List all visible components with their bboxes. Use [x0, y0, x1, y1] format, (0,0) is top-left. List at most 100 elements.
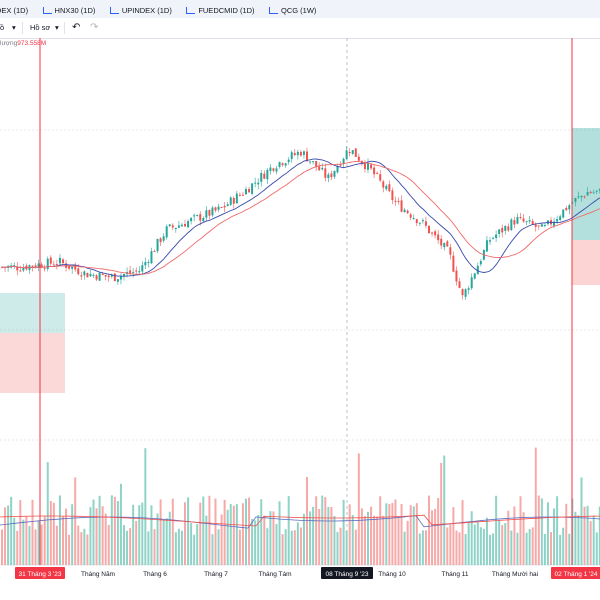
candle-body [464, 289, 467, 297]
volume-bar [324, 497, 327, 565]
date-tag-left-bg [15, 567, 65, 579]
chart-icon [109, 6, 119, 14]
candle-body [406, 210, 409, 214]
candle-body [83, 271, 86, 276]
volume-bar [269, 511, 272, 565]
candle-body [110, 274, 113, 277]
candle-body [52, 264, 55, 266]
time-axis-label: Tháng Tám [258, 571, 291, 578]
tab-hnx30[interactable]: HNX30 (1D) [39, 2, 102, 18]
chevron-down-icon[interactable]: ▾ [55, 23, 59, 32]
volume-bar [290, 530, 293, 565]
volume-bar [318, 509, 321, 565]
candle-body [443, 243, 446, 248]
candle-body [446, 241, 449, 247]
tab-qcg[interactable]: QCG (1W) [265, 2, 322, 18]
volume-bar [229, 504, 232, 565]
chart-icon [186, 6, 196, 14]
volume-bar [540, 498, 543, 565]
candle-body [479, 260, 482, 265]
volume-bar [278, 501, 281, 565]
position-profit-zone[interactable] [0, 293, 65, 333]
candle-body [302, 151, 305, 155]
candle-body [455, 270, 458, 282]
volume-bar [485, 517, 488, 565]
tab-upindex[interactable]: UPINDEX (1D) [106, 2, 178, 18]
volume-bar [86, 534, 89, 565]
candle-body [473, 273, 476, 279]
candle-body [119, 275, 122, 280]
volume-legend: lượng973.558M [0, 40, 46, 47]
candle-body [476, 265, 479, 275]
volume-bar [354, 529, 357, 565]
candle-body [458, 281, 461, 288]
volume-bar [598, 506, 600, 565]
candle-body [339, 164, 342, 166]
undo-icon[interactable]: ↶ [72, 22, 81, 33]
volume-bar [184, 502, 186, 565]
volume-bar [199, 502, 202, 565]
volume-bar [168, 511, 171, 565]
position-loss-zone[interactable] [0, 333, 65, 393]
date-tag-right: 02 Tháng 1 '24 [554, 571, 597, 578]
candle-body [330, 173, 333, 178]
candle-body [40, 264, 43, 268]
profile-button[interactable]: Hồ sơ [30, 23, 51, 32]
candle-body [272, 168, 275, 171]
volume-bar [110, 495, 113, 565]
candle-body [537, 225, 540, 227]
volume-bar [83, 528, 86, 565]
volume-bar [37, 521, 40, 565]
tab-dex[interactable]: DEX (1D) [0, 2, 34, 18]
tab-label: FUEDCMID (1D) [198, 6, 255, 15]
redo-icon[interactable]: ↷ [90, 22, 99, 33]
volume-bar [202, 496, 205, 565]
volume-bar [22, 519, 25, 565]
position-loss-zone[interactable] [572, 240, 600, 285]
candle-body [376, 172, 379, 174]
chevron-down-icon[interactable]: ▾ [12, 23, 16, 32]
candle-body [379, 174, 382, 181]
volume-bar [534, 447, 537, 565]
position-profit-zone[interactable] [572, 128, 600, 240]
volume-bar [345, 530, 348, 565]
tab-fuedcmid[interactable]: FUEDCMID (1D) [182, 2, 260, 18]
volume-bar [562, 527, 565, 565]
volume-bar [473, 524, 476, 565]
volume-bar [339, 527, 342, 565]
candle-body [55, 264, 58, 266]
candle-body [254, 182, 257, 184]
volume-bar [177, 528, 180, 565]
volume-bar [162, 520, 165, 565]
volume-bar [351, 515, 354, 565]
candle-body [168, 224, 171, 227]
volume-bar [394, 499, 397, 565]
volume-bar [489, 534, 491, 565]
volume-bar [217, 529, 220, 565]
volume-bar [159, 499, 162, 565]
candle-body [589, 191, 592, 194]
volume-bar [434, 508, 437, 565]
candle-body [101, 273, 104, 275]
volume-bar [296, 522, 299, 565]
candle-body [370, 164, 373, 169]
volume-bar [214, 498, 217, 565]
volume-bar [92, 499, 95, 565]
volume-bar [513, 506, 516, 565]
candle-body [431, 232, 434, 234]
candle-body [116, 279, 119, 282]
volume-bar [7, 505, 10, 565]
time-axis-label: Tháng 11 [442, 571, 469, 578]
volume-bar [71, 504, 74, 565]
volume-bar [543, 533, 546, 565]
candle-body [498, 229, 501, 234]
candle-body [409, 214, 412, 218]
candle-body [489, 240, 491, 242]
volume-legend-label: lượng [0, 40, 18, 47]
indicator-button[interactable]: ồ [0, 23, 5, 32]
volume-bar [260, 499, 263, 565]
candle-body [531, 220, 534, 225]
candle-body [43, 268, 46, 270]
candle-body [138, 271, 141, 273]
